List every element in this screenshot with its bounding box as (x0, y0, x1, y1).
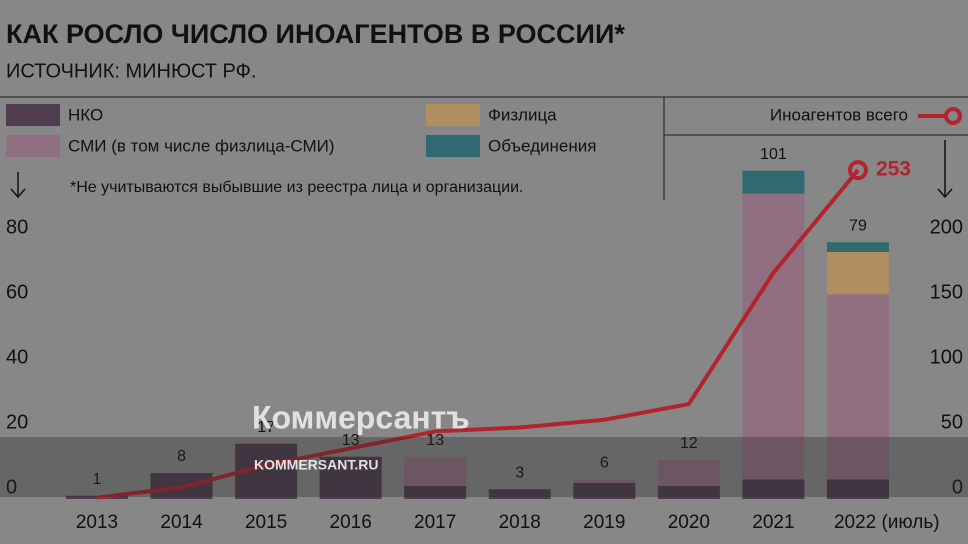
watermark-name: Коммерсантъ (252, 399, 470, 435)
legend-swatch (6, 104, 60, 126)
legend-label: НКО (68, 105, 103, 124)
y2-tick-label: 200 (930, 216, 963, 238)
y-tick-label: 40 (6, 346, 28, 368)
bar-segment (657, 486, 720, 499)
bar-total-label: 12 (680, 435, 698, 452)
total-line (96, 168, 860, 500)
bar-total-label: 13 (342, 432, 360, 449)
bar-segment (742, 193, 805, 480)
x-tick-label: 2015 (245, 512, 287, 533)
bar-segment (826, 252, 889, 295)
legend-swatch (426, 135, 480, 157)
bar-total-label: 79 (849, 217, 867, 234)
x-tick-label: 2022 (июль) (834, 512, 940, 533)
x-tick-label: 2014 (160, 512, 203, 533)
x-tick-label: 2013 (76, 512, 118, 533)
legend-swatch (6, 135, 60, 157)
bar-segment (826, 479, 889, 499)
bar-total-label: 8 (177, 448, 186, 465)
y-tick-label: 60 (6, 281, 28, 303)
bar-segment (742, 170, 805, 194)
bar-segment (404, 486, 467, 499)
chart-title: КАК РОСЛО ЧИСЛО ИНОАГЕНТОВ В РОССИИ* (6, 19, 625, 49)
bar-total-label: 1 (93, 471, 102, 488)
bar-segment (573, 482, 636, 499)
y2-tick-label: 100 (930, 346, 963, 368)
y-tick-label: 80 (6, 216, 28, 238)
total-end-label: 253 (876, 158, 911, 181)
legend-marker (944, 107, 962, 125)
x-tick-label: 2017 (414, 512, 456, 533)
bar-segment (404, 456, 467, 486)
bar-total-label: 3 (515, 464, 524, 481)
bar-segment (742, 479, 805, 499)
y-tick-label: 20 (6, 411, 28, 433)
bar-segment (826, 242, 889, 252)
bar-total-label: 17 (257, 419, 275, 436)
bar-total-label: 13 (426, 432, 444, 449)
x-tick-label: 2020 (668, 512, 710, 533)
y2-tick-label: 0 (952, 476, 963, 498)
chart-subtitle: ИСТОЧНИК: МИНЮСТ РФ. (6, 60, 256, 82)
y-tick-label: 0 (6, 476, 17, 498)
bar-total-label: 6 (600, 455, 609, 472)
legend-label: Иноагентов всего (770, 105, 908, 124)
bar-segment (573, 479, 636, 483)
y2-tick-label: 150 (930, 281, 963, 303)
x-tick-label: 2016 (330, 512, 372, 533)
x-tick-label: 2021 (752, 512, 794, 533)
bar-total-label: 101 (760, 146, 787, 163)
legend-label: Объединения (488, 136, 596, 155)
right-axis-arrow (937, 140, 953, 199)
bar-segment (319, 456, 382, 499)
bar-segment (657, 460, 720, 486)
x-tick-label: 2018 (499, 512, 541, 533)
bar-segment (826, 294, 889, 480)
legend-label: СМИ (в том числе физлица-СМИ) (68, 136, 335, 155)
legend-label: Физлица (488, 105, 557, 124)
bar-segment (488, 489, 551, 499)
y2-tick-label: 50 (941, 411, 963, 433)
legend-swatch (426, 104, 480, 126)
watermark-band (0, 437, 968, 497)
watermark-url: KOMMERSANT.RU (254, 457, 378, 473)
left-axis-arrow (10, 172, 26, 199)
note: *Не учитываются выбывшие из реестра лица… (70, 179, 523, 196)
total-end-marker (847, 160, 868, 181)
x-tick-label: 2019 (583, 512, 625, 533)
